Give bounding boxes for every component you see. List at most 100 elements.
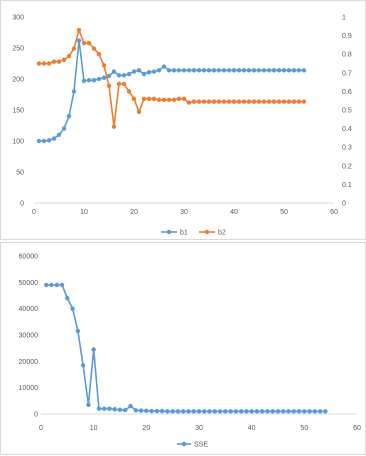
- series-b1-point: [86, 78, 92, 83]
- series-b1-point: [261, 68, 267, 73]
- b1-b2-chart-panel: 0 50 100 150 200 250 300 0 0.1 0.2 0.3 0.4 0.5 0.6 0.7…: [0, 0, 366, 240]
- series-b2-point: [61, 57, 67, 62]
- x-tick-label: 40: [248, 425, 256, 432]
- series-b1-point: [141, 71, 147, 77]
- series-b2-point: [166, 97, 172, 102]
- series-SSE-point: [91, 347, 96, 352]
- series-SSE-point: [112, 407, 117, 412]
- series-b1-point: [176, 68, 182, 73]
- series-SSE-point: [154, 408, 160, 414]
- series-b2-point: [146, 96, 152, 102]
- series-b1-point: [211, 68, 217, 73]
- series-b2-point: [216, 99, 222, 104]
- y-left-tick-label: 150: [12, 108, 24, 115]
- sse-line-chart: 0 10000 20000 30000 40000 50000 60000 0 10 20 30 40…: [19, 254, 361, 449]
- series-SSE-point: [212, 409, 217, 414]
- series-SSE-point: [144, 408, 149, 414]
- series-SSE-point: [275, 409, 281, 414]
- y-right-tick-label: 1: [342, 15, 346, 22]
- series-b1-point: [246, 68, 252, 73]
- x-tick-label: 10: [90, 425, 98, 432]
- series-b2-point: [251, 99, 257, 104]
- series-b2-point: [76, 27, 82, 33]
- series-SSE-point: [54, 282, 59, 288]
- series-SSE-point: [207, 409, 212, 414]
- series-b2-point: [196, 99, 202, 104]
- series-b2-point: [301, 99, 307, 104]
- series-SSE-point: [107, 406, 112, 411]
- series-b2-point: [176, 96, 182, 102]
- series-SSE-point: [202, 409, 207, 414]
- series-b2-point: [141, 96, 147, 102]
- series-b1-point: [56, 132, 62, 137]
- series-SSE-point: [186, 409, 191, 414]
- series-b1-point: [96, 76, 102, 82]
- y-tick-label: 50000: [19, 280, 39, 287]
- series-b1-point: [196, 68, 202, 73]
- series-SSE-point: [128, 403, 133, 409]
- series-SSE-point: [86, 402, 91, 407]
- series-b2-point: [236, 99, 242, 104]
- series-b1-point: [156, 68, 162, 73]
- y-left-tick-label: 50: [16, 170, 24, 177]
- series-SSE-point: [138, 408, 144, 413]
- series-SSE-point: [244, 409, 249, 414]
- series-b1-point: [166, 68, 172, 73]
- y-right-tick-label: 0.1: [342, 182, 352, 189]
- series-b2-point: [246, 99, 252, 104]
- series-b2-point: [56, 59, 62, 64]
- x-tick-label: 20: [142, 425, 150, 432]
- series-SSE-point: [170, 409, 175, 414]
- y-tick-label: 60000: [19, 254, 39, 261]
- series-b1-point: [191, 68, 197, 73]
- x-tick-label: 60: [330, 209, 338, 216]
- series-b2-point: [121, 81, 127, 87]
- series-b1-point: [236, 68, 242, 73]
- series-b1-line: [39, 40, 304, 142]
- y-right-tick-label: 0.7: [342, 70, 352, 77]
- series-b1-point: [101, 75, 107, 80]
- legend-marker-SSE: [181, 441, 187, 447]
- series-SSE-point: [181, 409, 186, 414]
- x-tick-label: 50: [300, 425, 308, 432]
- series-SSE-point: [191, 409, 196, 414]
- series-SSE-point: [260, 409, 265, 414]
- series-b2-point: [266, 99, 272, 104]
- series-SSE-point: [281, 409, 286, 414]
- series-b2-point: [106, 83, 112, 89]
- series-b2-point: [291, 99, 297, 104]
- series-b2-point: [151, 96, 157, 102]
- series-b2-point: [186, 100, 192, 105]
- x-tick-label: 10: [80, 209, 88, 216]
- series-b2-point: [226, 99, 232, 104]
- series-SSE-point: [102, 406, 107, 411]
- series-SSE-point: [80, 363, 86, 368]
- series-SSE-point: [117, 407, 123, 412]
- y-left-tick-label: 200: [12, 77, 24, 84]
- series-b2-point: [66, 53, 72, 59]
- series-SSE-point: [70, 306, 75, 311]
- series-b2-point: [136, 109, 142, 115]
- series-b1-point: [81, 78, 87, 84]
- series-b1-point: [231, 68, 237, 73]
- y-right-tick-label: 0.9: [342, 33, 352, 40]
- series-b1-point: [201, 68, 207, 73]
- series-SSE-point: [296, 409, 302, 414]
- series-SSE-point: [228, 409, 233, 414]
- y-left-tick-label: 0: [20, 201, 24, 208]
- series-SSE-point: [75, 328, 81, 334]
- series-SSE-point: [249, 409, 254, 414]
- x-tick-label: 0: [32, 209, 36, 216]
- series-b2-point: [51, 59, 57, 64]
- y-tick-label: 0: [34, 412, 38, 419]
- series-SSE-point: [307, 409, 312, 414]
- legend-label-SSE: SSE: [194, 442, 208, 449]
- series-b2-point: [221, 99, 227, 104]
- series-b1-point: [256, 68, 262, 73]
- x-tick-label: 20: [130, 209, 138, 216]
- series-b2-point: [261, 99, 267, 104]
- legend-label-b1: b1: [180, 230, 188, 237]
- series-SSE-point: [196, 409, 202, 414]
- y-tick-label: 10000: [19, 385, 39, 392]
- series-b2-point: [281, 99, 287, 104]
